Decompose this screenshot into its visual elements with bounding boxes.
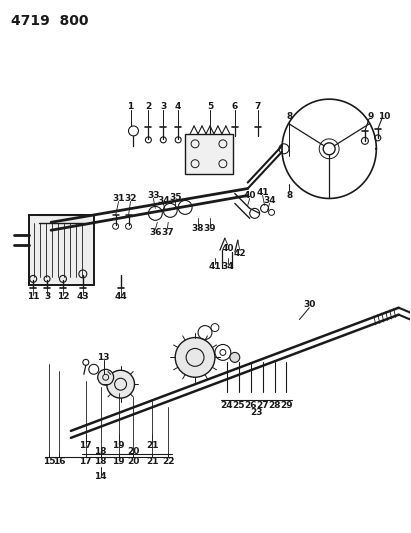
Text: 40: 40 xyxy=(222,244,234,253)
Text: 17: 17 xyxy=(79,457,92,466)
Text: 15: 15 xyxy=(43,457,55,466)
Text: 35: 35 xyxy=(169,193,181,202)
Text: 21: 21 xyxy=(146,441,159,450)
Text: 4: 4 xyxy=(175,102,181,110)
Text: 26: 26 xyxy=(245,401,257,409)
Text: 1: 1 xyxy=(127,102,134,110)
Text: 9: 9 xyxy=(368,111,374,120)
Text: 36: 36 xyxy=(149,228,162,237)
Text: 3: 3 xyxy=(44,292,50,301)
Text: 44: 44 xyxy=(114,292,127,301)
Text: 13: 13 xyxy=(97,353,110,362)
Text: 37: 37 xyxy=(161,228,173,237)
Text: 8: 8 xyxy=(286,191,293,200)
Text: 16: 16 xyxy=(53,457,65,466)
Text: 8: 8 xyxy=(286,111,293,120)
Text: 30: 30 xyxy=(303,300,316,309)
Bar xyxy=(29,215,94,285)
Text: 38: 38 xyxy=(192,224,204,233)
Circle shape xyxy=(175,337,215,377)
Text: 14: 14 xyxy=(95,472,107,481)
Text: 18: 18 xyxy=(95,447,107,456)
Text: 10: 10 xyxy=(378,111,390,120)
Text: 28: 28 xyxy=(268,401,281,409)
Text: 20: 20 xyxy=(127,457,140,466)
Text: 12: 12 xyxy=(57,292,69,301)
Bar xyxy=(185,134,233,174)
Text: 41: 41 xyxy=(209,262,221,271)
Circle shape xyxy=(230,352,240,362)
Text: 42: 42 xyxy=(233,248,246,257)
Text: 24: 24 xyxy=(221,401,233,409)
Circle shape xyxy=(98,369,113,385)
Text: 23: 23 xyxy=(250,408,263,416)
Text: 32: 32 xyxy=(124,194,137,203)
Text: 43: 43 xyxy=(76,292,89,301)
Text: 34: 34 xyxy=(222,262,234,271)
Text: 39: 39 xyxy=(204,224,216,233)
Text: 20: 20 xyxy=(127,447,140,456)
Text: 34: 34 xyxy=(157,196,170,205)
Text: 27: 27 xyxy=(256,401,269,409)
Text: 19: 19 xyxy=(112,457,125,466)
Text: 29: 29 xyxy=(280,401,293,409)
Circle shape xyxy=(107,370,134,398)
Text: 11: 11 xyxy=(27,292,39,301)
Text: 22: 22 xyxy=(162,457,175,466)
Text: 40: 40 xyxy=(243,191,256,200)
Text: 34: 34 xyxy=(263,196,276,205)
Text: 31: 31 xyxy=(112,194,125,203)
Text: 21: 21 xyxy=(146,457,159,466)
Bar xyxy=(29,215,94,285)
Text: 19: 19 xyxy=(112,441,125,450)
Text: 5: 5 xyxy=(207,102,213,110)
Text: 2: 2 xyxy=(145,102,152,110)
Text: 41: 41 xyxy=(256,188,269,197)
Text: 25: 25 xyxy=(233,401,245,409)
Text: 17: 17 xyxy=(79,441,92,450)
Text: 7: 7 xyxy=(254,102,261,110)
Text: 6: 6 xyxy=(232,102,238,110)
Text: 33: 33 xyxy=(147,191,159,200)
Text: 4719  800: 4719 800 xyxy=(12,14,89,28)
Text: 18: 18 xyxy=(95,457,107,466)
Text: 3: 3 xyxy=(160,102,166,110)
